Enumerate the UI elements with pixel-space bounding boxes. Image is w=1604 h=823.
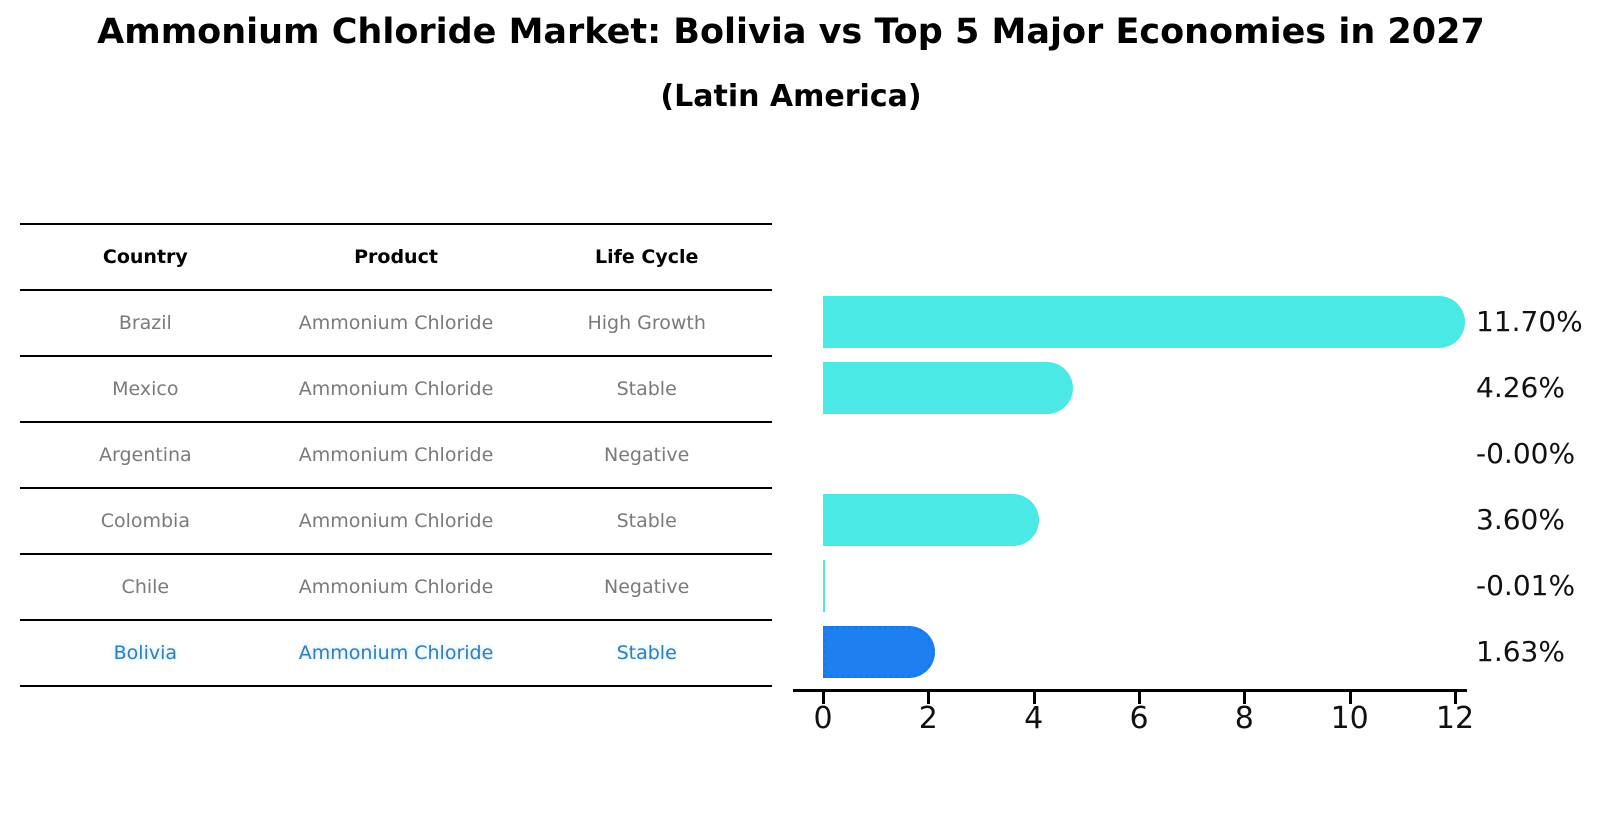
x-axis-tick-mark	[1032, 692, 1036, 704]
x-axis-tick-label: 12	[1435, 701, 1475, 736]
bar-value-label: 3.60%	[1476, 503, 1565, 536]
x-axis-tick-mark	[927, 692, 931, 704]
x-axis-tick-mark	[1454, 692, 1457, 704]
bar-bolivia-highlight	[823, 626, 935, 678]
country-table: Country Product Life Cycle Brazil Ammonium C…	[20, 223, 772, 687]
chart-title: Ammonium Chloride Market: Bolivia vs Top…	[97, 12, 1485, 52]
bar-value-label: -0.01%	[1476, 569, 1576, 602]
table-header-cell: Life Cycle	[594, 246, 699, 268]
bar-value-label: 4.26%	[1476, 371, 1565, 404]
x-axis-tick-mark	[1243, 692, 1247, 704]
x-axis-tick-label: 2	[918, 701, 938, 736]
bar-mexico	[823, 362, 1074, 414]
table-cell: Argentina	[98, 444, 192, 466]
table-cell: Mexico	[112, 378, 179, 400]
bar-value-label: -0.00%	[1476, 437, 1576, 470]
table-cell: Ammonium Chloride	[298, 312, 494, 334]
x-axis-tick-label: 8	[1234, 701, 1254, 736]
x-axis-tick-label: 0	[813, 701, 833, 736]
table-cell: High Growth	[587, 312, 706, 334]
table-cell: Ammonium Chloride	[298, 576, 494, 598]
table-cell: Negative	[604, 444, 690, 466]
table-header-cell: Country	[102, 246, 188, 268]
bar-brazil	[823, 296, 1466, 348]
bar-value-label: 11.70%	[1476, 305, 1583, 338]
table-cell: Ammonium Chloride	[298, 444, 494, 466]
table-cell: Ammonium Chloride	[298, 642, 494, 664]
table-cell: Bolivia	[113, 642, 178, 664]
table-row: Brazil Ammonium Chloride High Growth	[20, 291, 772, 357]
table-cell: Stable	[616, 510, 677, 532]
table-row: Argentina Ammonium Chloride Negative	[20, 423, 772, 489]
bar-chile-sliver	[823, 560, 825, 612]
x-axis-tick-label: 4	[1024, 701, 1044, 736]
table-row: Bolivia Ammonium Chloride Stable	[20, 621, 772, 687]
table-row: Mexico Ammonium Chloride Stable	[20, 357, 772, 423]
x-axis-tick-label: 10	[1330, 701, 1369, 736]
table-row: Chile Ammonium Chloride Negative	[20, 555, 772, 621]
x-axis-tick-label: 6	[1129, 701, 1149, 736]
table-header-cell: Product	[354, 246, 438, 268]
table-cell: Negative	[604, 576, 690, 598]
x-axis-tick-mark	[1138, 692, 1141, 704]
table-cell: Ammonium Chloride	[298, 510, 494, 532]
table-cell: Colombia	[100, 510, 190, 532]
x-axis-line	[793, 689, 1467, 692]
x-axis-tick-mark	[822, 692, 825, 704]
table-cell: Stable	[616, 642, 677, 664]
bar-value-label: 1.63%	[1476, 635, 1565, 668]
table-cell: Brazil	[118, 312, 172, 334]
bar-colombia	[823, 494, 1039, 546]
table-cell: Chile	[121, 576, 170, 598]
table-row: Colombia Ammonium Chloride Stable	[20, 489, 772, 555]
table-header-row: Country Product Life Cycle	[20, 225, 772, 291]
x-axis-tick-mark	[1348, 692, 1352, 704]
table-cell: Ammonium Chloride	[298, 378, 494, 400]
chart-subtitle: (Latin America)	[660, 79, 922, 114]
table-cell: Stable	[616, 378, 677, 400]
